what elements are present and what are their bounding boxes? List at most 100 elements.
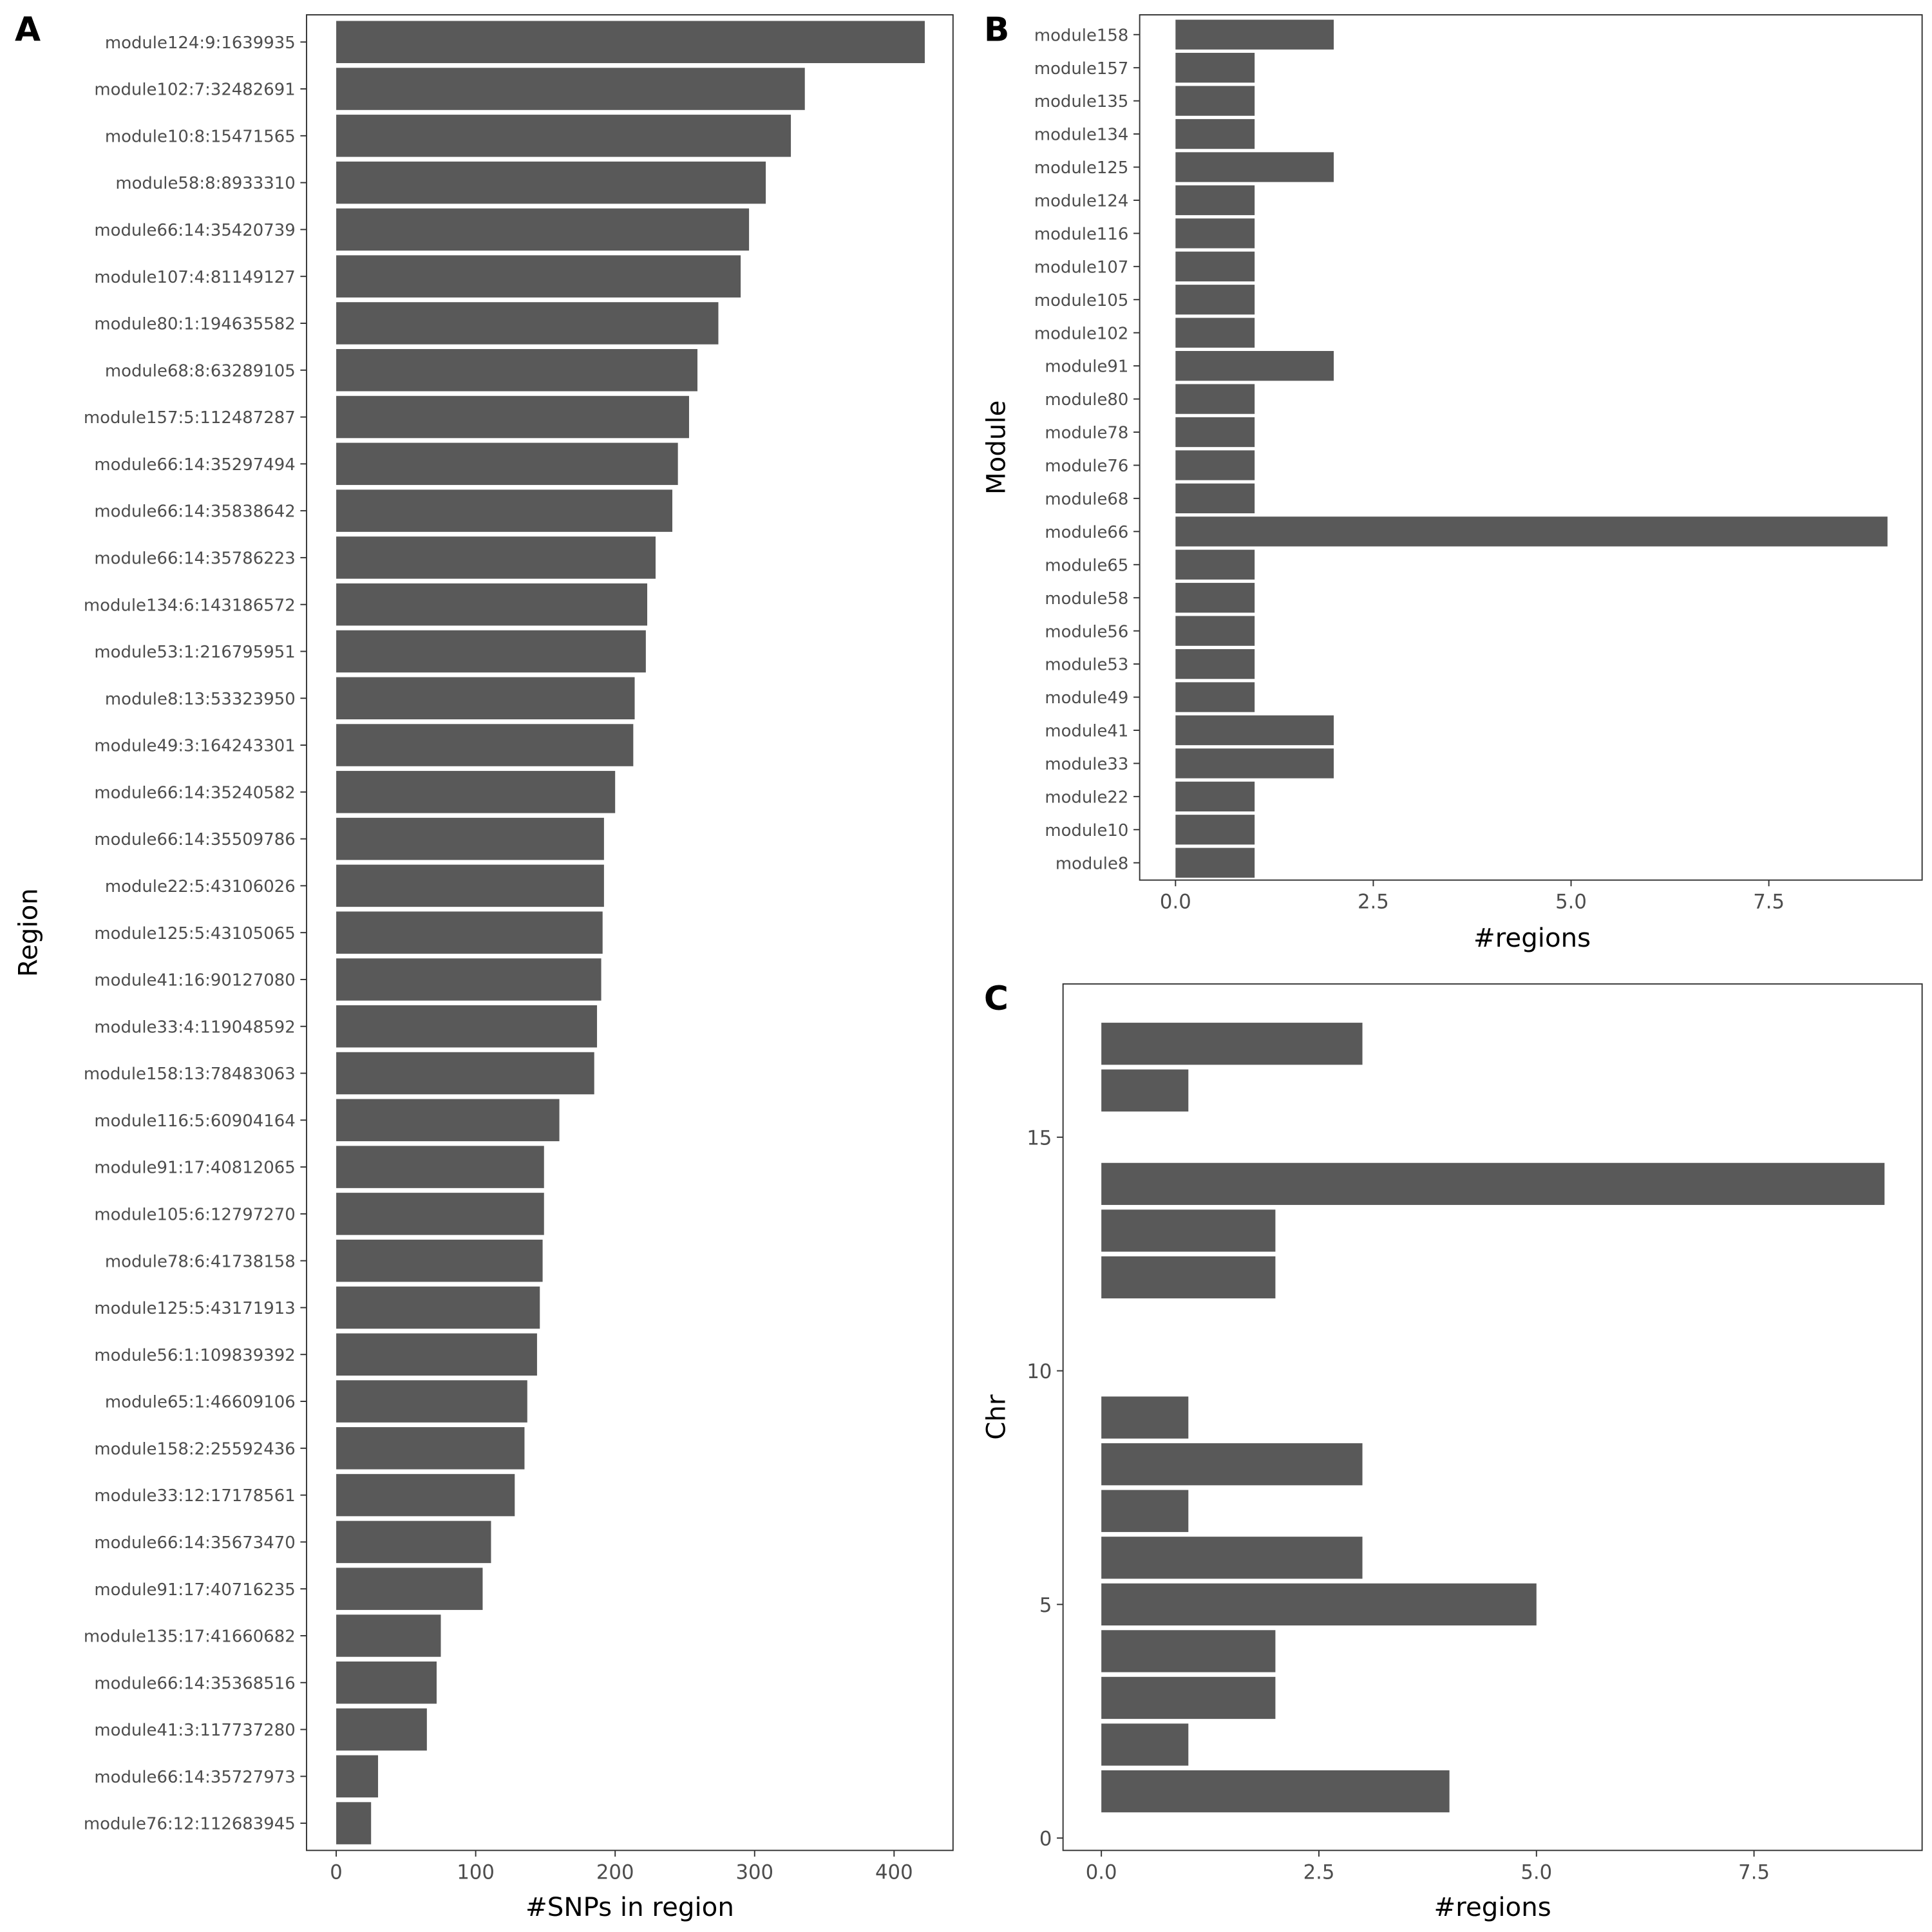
y-tick-label: module124	[1034, 192, 1129, 211]
bar	[1175, 152, 1334, 182]
y-tick-label: module33:4:119048592	[94, 1018, 295, 1037]
plot-border	[1139, 14, 1923, 881]
bar	[336, 1520, 491, 1564]
bar	[336, 817, 604, 860]
y-tick-label: module124:9:1639935	[105, 33, 296, 53]
panel-label: A	[15, 10, 41, 49]
x-tick-label: 7.5	[1738, 1861, 1770, 1884]
y-tick-label: module91	[1045, 357, 1128, 377]
y-tick-label: module116:5:60904164	[94, 1112, 295, 1131]
y-tick-label: module76	[1045, 457, 1128, 476]
bar	[1101, 1023, 1363, 1065]
bar	[1175, 53, 1255, 83]
x-tick-label: 7.5	[1753, 891, 1785, 914]
bar	[336, 630, 646, 673]
y-tick-label: module134:6:143186572	[84, 596, 296, 615]
bar	[336, 208, 750, 251]
x-tick-label: 0	[330, 1861, 343, 1884]
bar	[1101, 1537, 1363, 1579]
bar	[336, 1427, 525, 1470]
x-axis-title: #regions	[1434, 1892, 1551, 1922]
y-tick-label: module66:14:35509786	[94, 830, 295, 849]
x-axis-title: #SNPs in region	[526, 1892, 734, 1922]
bar	[336, 677, 635, 720]
bar	[1175, 616, 1255, 646]
x-tick-label: 400	[875, 1861, 913, 1884]
y-tick-label: module105:6:12797270	[94, 1205, 295, 1224]
x-tick-label: 2.5	[1303, 1861, 1335, 1884]
x-tick-label: 100	[457, 1861, 495, 1884]
bar	[336, 255, 741, 298]
y-tick-label: module78:6:41738158	[105, 1252, 296, 1271]
y-tick-label: module125:5:43171913	[94, 1299, 295, 1318]
bar	[336, 1052, 594, 1095]
bar	[1175, 715, 1334, 746]
bar	[336, 911, 603, 954]
bar	[1175, 815, 1255, 845]
bar	[336, 1239, 543, 1282]
bar	[336, 771, 616, 813]
bar	[336, 1193, 544, 1235]
bar	[336, 1755, 379, 1798]
bar	[1175, 251, 1255, 281]
bar	[336, 958, 601, 1001]
bar	[1101, 1676, 1276, 1719]
y-tick-label: module49:3:164243301	[94, 737, 295, 756]
bar	[336, 536, 656, 579]
bar	[1175, 583, 1255, 613]
y-tick-label: module78	[1045, 424, 1128, 443]
y-tick-label: module107	[1034, 258, 1129, 277]
x-tick-label: 5.0	[1520, 1861, 1552, 1884]
y-tick-label: module66:14:35297494	[94, 455, 295, 475]
bar	[1175, 649, 1255, 679]
y-tick-label: module66:14:35786223	[94, 549, 295, 568]
bar	[1175, 450, 1255, 480]
y-tick-label: module107:4:81149127	[94, 268, 295, 287]
bar	[1101, 1630, 1276, 1672]
x-tick-label: 2.5	[1358, 891, 1389, 914]
bar	[1175, 218, 1255, 249]
bar	[1101, 1209, 1276, 1252]
bar	[336, 1473, 515, 1517]
bar	[336, 583, 648, 626]
y-tick-label: module135:17:41660682	[84, 1627, 296, 1647]
bar	[336, 349, 697, 392]
y-axis-title: Region	[14, 888, 44, 977]
bar	[1175, 350, 1334, 381]
bar	[1101, 1770, 1450, 1813]
bar	[336, 115, 791, 157]
y-tick-label: module41:16:90127080	[94, 971, 295, 990]
bar	[1175, 86, 1255, 116]
y-tick-label: module22:5:43106026	[105, 877, 296, 896]
y-tick-label: module66:14:35727973	[94, 1768, 295, 1787]
bar	[336, 395, 689, 439]
bar	[1175, 317, 1255, 348]
x-tick-label: 5.0	[1555, 891, 1587, 914]
plot-border	[1062, 983, 1923, 1852]
bar	[1175, 748, 1334, 779]
x-tick-label: 0.0	[1160, 891, 1191, 914]
bar	[1101, 1723, 1189, 1766]
y-axis-title: Chr	[981, 1394, 1011, 1440]
y-tick-label: module66	[1045, 523, 1128, 542]
bar	[336, 1005, 598, 1048]
bar	[1175, 682, 1255, 712]
y-tick-label: module8	[1056, 854, 1129, 873]
panel-a: module124:9:1639935 module102:7:32482691 m…	[14, 10, 954, 1922]
y-tick-label: module158:2:25592436	[94, 1439, 295, 1459]
y-tick-label: module56	[1045, 622, 1128, 641]
bar	[336, 1567, 483, 1610]
panel-label: C	[984, 980, 1009, 1018]
panel-label: B	[984, 10, 1010, 49]
bar	[336, 1708, 427, 1751]
bar	[1101, 1256, 1276, 1299]
y-tick-label: 5	[1039, 1594, 1052, 1617]
y-tick-label: module157:5:112487287	[84, 408, 296, 428]
y-tick-label: module157	[1034, 59, 1129, 79]
y-tick-label: module56:1:109839392	[94, 1346, 295, 1365]
y-tick-label: module10	[1045, 821, 1128, 840]
bar	[1175, 848, 1255, 878]
y-tick-label: module68:8:63289105	[105, 361, 296, 381]
y-tick-label: module8:13:53323950	[105, 690, 296, 709]
